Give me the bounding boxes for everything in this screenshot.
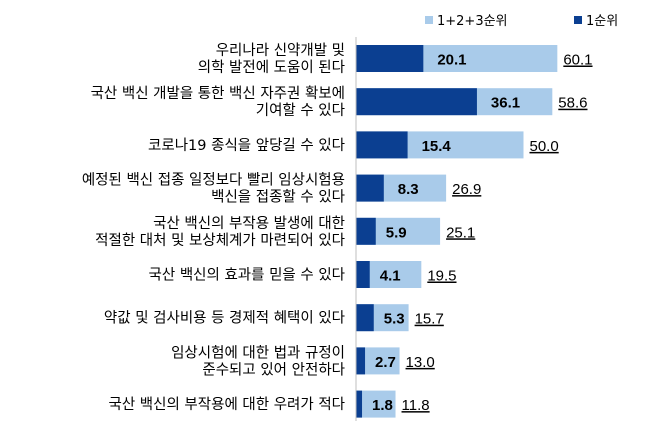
bar-first-rank xyxy=(356,45,424,72)
value-label-first-rank: 5.9 xyxy=(386,224,407,241)
value-label-total: 19.5 xyxy=(427,268,456,285)
value-label-total: 60.1 xyxy=(563,52,592,69)
category-label: 우리나라 신약개발 및 xyxy=(216,42,345,59)
legend-item-first-rank-label: 1순위 xyxy=(586,14,618,29)
value-label-first-rank: 20.1 xyxy=(437,52,466,69)
category-label: 적절한 대처 및 보상체계가 마련되어 있다 xyxy=(95,232,345,249)
bar-first-rank xyxy=(356,88,477,116)
category-label: 임상시험에 대한 법과 규정이 xyxy=(171,344,345,361)
value-label-total: 58.6 xyxy=(558,95,587,112)
category-label: 코로나19 종식을 앞당길 수 있다 xyxy=(148,137,345,154)
value-label-total: 50.0 xyxy=(530,138,559,155)
bar-first-rank xyxy=(356,174,384,202)
category-label: 국산 백신의 부작용 발생에 대한 xyxy=(153,215,345,232)
value-label-first-rank: 15.4 xyxy=(422,138,452,155)
value-label-first-rank: 1.8 xyxy=(372,397,393,414)
value-label-total: 26.9 xyxy=(452,181,481,198)
value-label-first-rank: 2.7 xyxy=(375,354,396,371)
value-label-first-rank: 36.1 xyxy=(491,95,520,112)
bar-first-rank xyxy=(356,217,376,245)
category-label: 국산 백신의 효과를 믿을 수 있다 xyxy=(149,267,345,284)
bar-first-rank xyxy=(356,390,363,418)
bar-first-rank xyxy=(356,304,374,332)
bar-total xyxy=(356,390,396,418)
bar-first-rank xyxy=(356,261,370,288)
value-label-total: 25.1 xyxy=(446,224,475,241)
value-label-first-rank: 5.3 xyxy=(384,311,405,328)
value-label-total: 13.0 xyxy=(406,354,435,371)
legend-item-total-swatch xyxy=(425,16,433,24)
category-label: 예정된 백신 접종 일정보다 빨리 임상시험용 xyxy=(82,172,345,189)
value-label-first-rank: 8.3 xyxy=(398,181,419,198)
legend: 1+2+3순위 1순위 xyxy=(425,14,618,29)
legend-item-total-label: 1+2+3순위 xyxy=(437,14,508,29)
category-label: 약값 및 검사비용 등 경제적 혜택이 있다 xyxy=(104,310,345,327)
category-label: 국산 백신 개발을 통한 백신 자주권 확보에 xyxy=(91,85,345,102)
category-label: 백신을 접종할 수 있다 xyxy=(211,189,345,206)
value-label-total: 15.7 xyxy=(415,311,444,328)
value-label-first-rank: 4.1 xyxy=(380,268,401,285)
bar-first-rank xyxy=(356,131,408,159)
category-label: 국산 백신의 부작용에 대한 우려가 적다 xyxy=(109,396,345,413)
value-labels: 20.1 60.1 36.1 58.6 15.4 50.0 8.3 26.9 5.9 25.1 4.… xyxy=(372,52,593,415)
bar-first-rank xyxy=(356,347,366,375)
category-label: 의학 발전에 도움이 된다 xyxy=(198,59,345,76)
legend-item-first-rank-swatch xyxy=(574,16,582,24)
value-label-total: 11.8 xyxy=(402,397,430,414)
category-label: 준수되고 있어 안전하다 xyxy=(202,361,345,378)
category-label: 기여할 수 있다 xyxy=(256,102,345,119)
first-rank-bars xyxy=(356,45,477,418)
